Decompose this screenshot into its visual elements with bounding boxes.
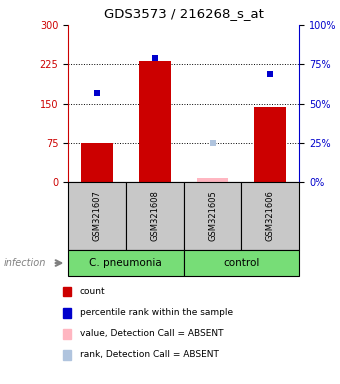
Text: C. pneumonia: C. pneumonia bbox=[89, 258, 162, 268]
Text: GDS3573 / 216268_s_at: GDS3573 / 216268_s_at bbox=[104, 7, 264, 20]
Text: GSM321606: GSM321606 bbox=[266, 190, 275, 242]
Bar bbox=[81, 143, 113, 182]
Text: rank, Detection Call = ABSENT: rank, Detection Call = ABSENT bbox=[80, 350, 219, 359]
Text: percentile rank within the sample: percentile rank within the sample bbox=[80, 308, 233, 317]
Bar bbox=[139, 61, 171, 182]
Bar bbox=[197, 178, 228, 182]
Text: infection: infection bbox=[3, 258, 46, 268]
Text: control: control bbox=[223, 258, 259, 268]
Text: GSM321608: GSM321608 bbox=[150, 190, 159, 242]
Bar bbox=[254, 108, 286, 182]
Text: GSM321605: GSM321605 bbox=[208, 190, 217, 242]
Text: value, Detection Call = ABSENT: value, Detection Call = ABSENT bbox=[80, 329, 223, 338]
Text: count: count bbox=[80, 286, 105, 296]
Text: GSM321607: GSM321607 bbox=[92, 190, 101, 242]
